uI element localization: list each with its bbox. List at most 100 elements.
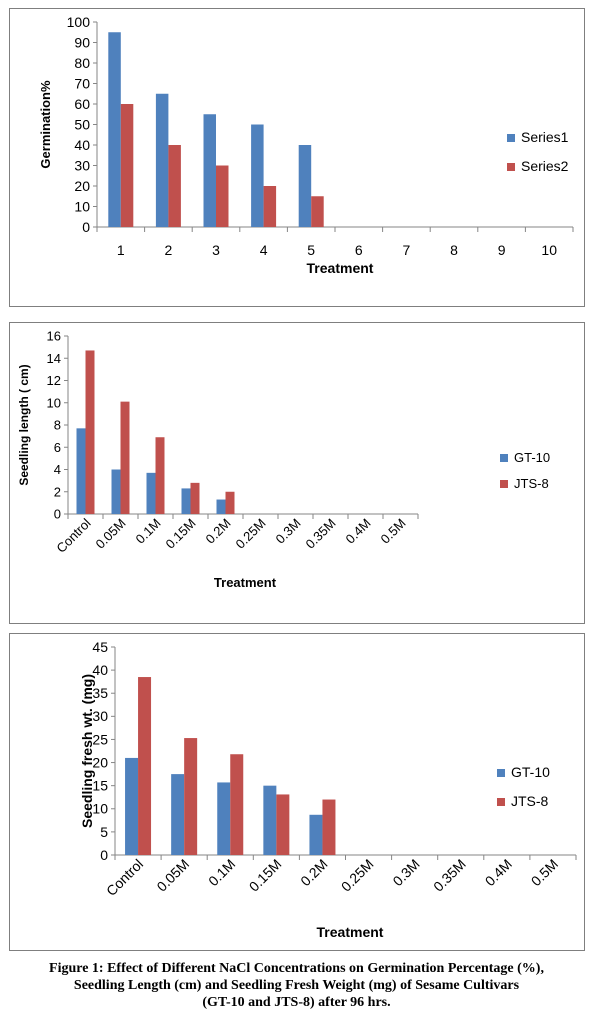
legend-swatch-gt-10 <box>497 769 505 777</box>
y-tick-label: 12 <box>47 373 61 388</box>
y-tick-label: 6 <box>54 440 61 455</box>
bar-series1 <box>251 124 264 227</box>
y-tick-label: 30 <box>92 708 108 724</box>
x-tick-label: 0.3M <box>273 516 304 547</box>
y-axis-title: Seedling fresh wt. (mg) <box>79 674 95 828</box>
x-tick-label: Control <box>103 856 146 899</box>
x-tick-label: 0.4M <box>343 516 374 547</box>
figure-caption: Figure 1: Effect of Different NaCl Conce… <box>0 960 593 1011</box>
y-tick-label: 45 <box>92 639 108 655</box>
bar-series2 <box>168 145 181 227</box>
bar-gt-10 <box>125 757 139 855</box>
y-tick-label: 4 <box>54 462 61 477</box>
x-tick-label: 0.3M <box>389 856 422 889</box>
x-axis-title: Treatment <box>317 924 384 940</box>
x-tick-label: 6 <box>355 242 363 258</box>
x-tick-label: 9 <box>498 242 506 258</box>
legend-label-series1: Series1 <box>521 129 569 145</box>
y-tick-label: 35 <box>92 685 108 701</box>
legend-label-series2: Series2 <box>521 158 569 174</box>
seedling-fresh-weight-chart-panel: 0 5 10 15 20 25 30 35 40 45 Control 0.05M 0.1M 0.15M 0… <box>9 633 585 951</box>
x-tick-label: 0.35M <box>302 516 338 552</box>
bar-series2 <box>263 186 277 227</box>
x-tick-label: 0.15M <box>162 516 198 552</box>
y-tick-label: 0 <box>54 507 61 522</box>
bar-series1 <box>203 114 216 227</box>
bar-series2 <box>311 196 324 227</box>
bar-jts-8 <box>155 437 165 514</box>
x-tick-label: 5 <box>307 242 315 258</box>
x-tick-label: 0.2M <box>203 516 234 547</box>
y-tick-label: 14 <box>47 351 61 366</box>
bar-gt-10 <box>146 472 156 514</box>
x-tick-label: 0.5M <box>378 516 409 547</box>
x-tick-label: 0.2M <box>297 856 330 889</box>
x-tick-label: 2 <box>165 242 173 258</box>
germination-chart: 0 10 20 30 40 50 60 70 80 90 100 1 2 3 4 5 6 7 8 9 10 Germina… <box>38 14 574 276</box>
bar-jts-8 <box>322 799 336 855</box>
x-tick-label: 4 <box>260 242 268 258</box>
legend-label-gt-10: GT-10 <box>511 764 550 780</box>
x-tick-label: 0.4M <box>482 856 515 889</box>
x-tick-label: 10 <box>541 242 557 258</box>
seedling-length-chart-panel: 0 2 4 6 8 10 12 14 16 Control 0.05M 0.1M 0.15M 0.2M 0.… <box>9 322 585 624</box>
y-tick-label: 2 <box>54 484 61 499</box>
bar-jts-8 <box>85 350 95 514</box>
legend-swatch-jts-8 <box>497 798 505 806</box>
x-tick-label: 7 <box>403 242 411 258</box>
bar-jts-8 <box>230 754 244 855</box>
bar-gt-10 <box>111 469 121 514</box>
y-tick-label: 70 <box>74 75 90 91</box>
bar-gt-10 <box>181 488 191 514</box>
y-tick-label: 8 <box>54 418 61 433</box>
y-tick-label: 10 <box>92 801 108 817</box>
bar-series1 <box>108 32 121 227</box>
x-tick-label: 0.1M <box>205 856 238 889</box>
y-tick-label: 15 <box>92 778 108 794</box>
caption-line-1: Figure 1: Effect of Different NaCl Conce… <box>49 961 544 976</box>
y-tick-label: 20 <box>74 178 90 194</box>
legend-label-jts-8: JTS-8 <box>514 476 549 491</box>
x-tick-label: 3 <box>212 242 220 258</box>
y-tick-label: 25 <box>92 731 108 747</box>
germination-chart-panel: 0 10 20 30 40 50 60 70 80 90 100 1 2 3 4 5 6 7 8 9 10 Germina… <box>9 8 585 307</box>
bar-series1 <box>155 93 169 227</box>
bar-series2 <box>120 104 134 227</box>
x-axis-title: Treatment <box>214 575 277 590</box>
bar-series2 <box>216 165 229 227</box>
y-axis-title: Seedling length ( cm) <box>17 364 31 485</box>
y-tick-label: 80 <box>74 55 90 71</box>
bar-gt-10 <box>216 499 226 514</box>
legend-label-jts-8: JTS-8 <box>511 793 549 809</box>
y-tick-label: 30 <box>74 157 90 173</box>
y-tick-label: 16 <box>47 329 61 344</box>
bar-jts-8 <box>225 491 235 514</box>
y-axis-title: Germination% <box>38 80 53 169</box>
y-tick-label: 50 <box>74 116 90 132</box>
seedling-fresh-weight-chart: 0 5 10 15 20 25 30 35 40 45 Control 0.05M 0.1M 0.15M 0… <box>79 639 577 940</box>
legend-swatch-series2 <box>507 163 515 171</box>
legend-label-gt-10: GT-10 <box>514 450 550 465</box>
x-tick-label: 0.15M <box>246 856 285 895</box>
x-tick-label: 0.5M <box>528 856 561 889</box>
y-tick-label: 10 <box>74 198 90 214</box>
y-tick-label: 40 <box>92 662 108 678</box>
y-tick-label: 90 <box>74 34 90 50</box>
legend-swatch-series1 <box>507 134 515 142</box>
caption-line-3: (GT-10 and JTS-8) after 96 hrs. <box>202 995 391 1010</box>
bar-gt-10 <box>217 782 231 855</box>
bar-jts-8 <box>120 401 130 514</box>
y-tick-label: 60 <box>74 96 90 112</box>
x-tick-label: 0.35M <box>430 856 469 895</box>
caption-line-2: Seedling Length (cm) and Seedling Fresh … <box>73 978 520 993</box>
y-tick-label: 0 <box>100 847 108 863</box>
bar-jts-8 <box>138 677 152 855</box>
x-tick-label: 0.05M <box>92 516 128 552</box>
y-tick-label: 20 <box>92 754 108 770</box>
bar-jts-8 <box>276 794 290 855</box>
bar-series1 <box>298 145 312 227</box>
x-tick-label: 0.25M <box>338 856 377 895</box>
legend-swatch-gt-10 <box>500 454 508 462</box>
x-tick-label: 0.25M <box>232 516 268 552</box>
